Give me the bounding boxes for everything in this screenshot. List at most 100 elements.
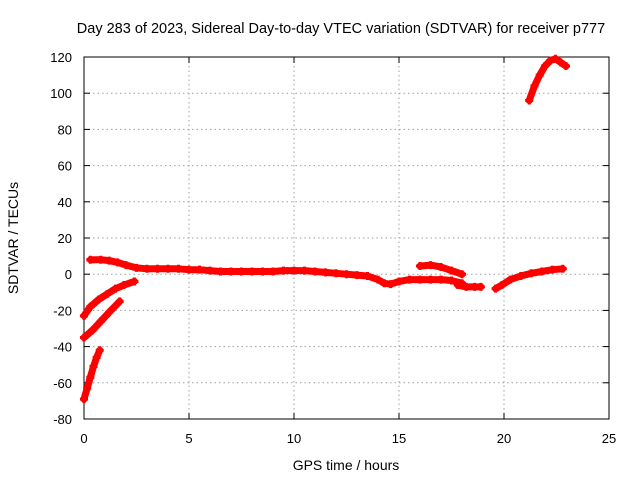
x-tick-label: 25 (602, 431, 616, 446)
data-point (105, 308, 114, 317)
data-point (453, 281, 462, 290)
data-point (105, 256, 114, 265)
y-tick-label: -80 (53, 412, 72, 427)
data-point (497, 281, 506, 290)
data-point (342, 270, 351, 279)
data-point (80, 311, 88, 320)
data-point (426, 275, 435, 284)
data-point (92, 353, 101, 362)
data-point (227, 267, 235, 276)
data-point (353, 271, 361, 280)
data-point (321, 268, 330, 277)
data-point (458, 270, 466, 279)
series-early-arc-a (80, 277, 139, 320)
data-point (88, 326, 97, 335)
data-point (143, 264, 151, 273)
y-tick-label: 60 (58, 159, 72, 174)
data-point (258, 267, 267, 276)
data-point (279, 266, 288, 275)
data-point (546, 56, 555, 65)
data-point (290, 266, 298, 275)
data-point (437, 262, 445, 271)
series-end-arc-left (453, 281, 485, 291)
data-point (164, 264, 172, 273)
data-point (311, 267, 319, 276)
data-point (462, 282, 471, 291)
y-tick-label: -20 (53, 303, 72, 318)
series-end-arc-right (491, 264, 567, 293)
data-point (132, 263, 141, 272)
data-point (447, 276, 456, 285)
y-tick-label: 120 (50, 50, 72, 65)
y-axis-label: SDTVAR / TECUs (5, 182, 21, 294)
data-point (86, 255, 95, 264)
data-point (561, 62, 570, 71)
data-point (527, 269, 536, 278)
data-point (548, 265, 557, 274)
data-point (206, 266, 214, 275)
series-early-arc-c (80, 346, 104, 404)
data-point (476, 282, 485, 291)
series-main-arc (86, 255, 466, 289)
data-point (540, 62, 549, 71)
data-point (395, 277, 403, 286)
data-point (153, 264, 162, 273)
data-point (86, 373, 95, 382)
y-tick-label: 40 (58, 195, 72, 210)
data-point (269, 267, 277, 276)
y-tick-label: 100 (50, 86, 72, 101)
data-point (119, 281, 128, 290)
grid (84, 57, 609, 419)
data-point (94, 295, 103, 304)
data-point (122, 261, 130, 270)
x-tick-label: 0 (80, 431, 87, 446)
x-tick-label: 15 (392, 431, 406, 446)
data-point (96, 317, 105, 326)
data-point (115, 297, 124, 306)
data-point (551, 54, 560, 63)
series-high-arc (525, 54, 570, 105)
data-point (437, 275, 445, 284)
data-point (248, 267, 256, 276)
data-point (525, 96, 534, 105)
data-point (386, 280, 395, 289)
series-early-arc-b (80, 297, 124, 342)
data-point (556, 58, 565, 67)
y-tick-label: 80 (58, 122, 72, 137)
x-axis-label: GPS time / hours (293, 457, 400, 473)
data-point (174, 264, 183, 273)
data-point (216, 267, 225, 276)
data-point (111, 284, 120, 293)
data-point (332, 269, 340, 278)
chart-title: Day 283 of 2023, Sidereal Day-to-day VTE… (77, 21, 605, 37)
data-point (185, 265, 193, 274)
data-point (426, 261, 435, 270)
data-point (447, 266, 456, 275)
data-series (80, 54, 570, 404)
data-point (96, 255, 105, 264)
data-point (506, 275, 515, 284)
data-point (416, 262, 424, 271)
y-tick-label: 20 (58, 231, 72, 246)
data-point (491, 284, 500, 293)
data-point (363, 272, 372, 281)
y-tick-label: -60 (53, 376, 72, 391)
data-point (83, 384, 92, 393)
data-point (405, 275, 414, 284)
data-point (558, 264, 567, 273)
data-point (537, 267, 546, 276)
data-point (237, 267, 246, 276)
data-point (416, 275, 424, 284)
data-point (86, 302, 95, 311)
x-tick-label: 20 (497, 431, 511, 446)
data-point (530, 81, 539, 90)
series-late-arc (416, 261, 466, 279)
x-tick-label: 5 (185, 431, 192, 446)
data-point (80, 333, 88, 342)
tick-labels: 0 5 10 15 20 25 -80 -60 -40 -20 0 20 40 60 80 100 120 (50, 50, 616, 446)
data-point (516, 272, 525, 281)
y-tick-label: 0 (65, 267, 72, 282)
data-point (80, 395, 88, 404)
data-point (374, 275, 382, 284)
